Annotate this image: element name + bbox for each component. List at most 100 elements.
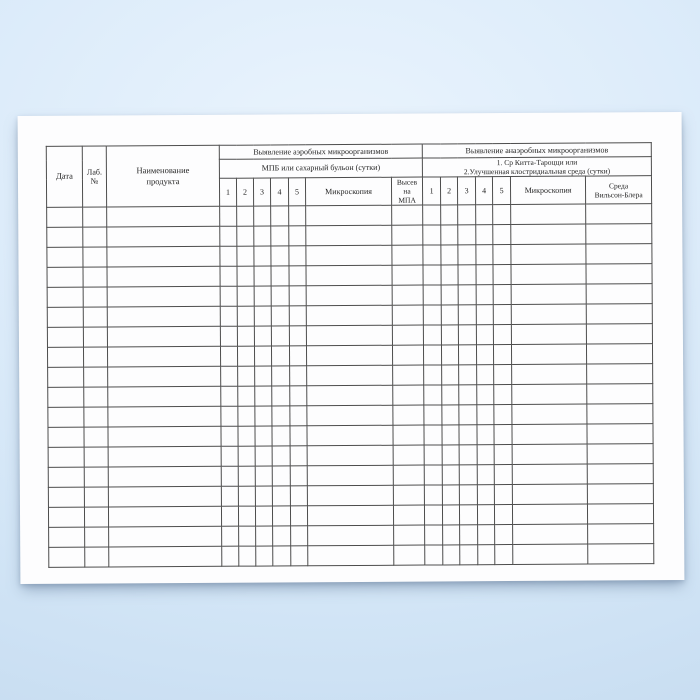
empty-cell [221, 466, 239, 487]
empty-cell [422, 244, 442, 266]
empty-cell [424, 484, 443, 506]
empty-cell [46, 207, 83, 228]
empty-cell [221, 446, 239, 467]
empty-cell [271, 425, 291, 446]
empty-cell [289, 345, 307, 366]
empty-cell [494, 444, 513, 465]
empty-cell [253, 245, 271, 267]
empty-cell [47, 287, 84, 308]
empty-cell [106, 226, 220, 247]
empty-cell [236, 246, 254, 267]
empty-cell [586, 303, 653, 325]
empty-cell [459, 504, 478, 525]
empty-cell [512, 464, 588, 485]
empty-cell [237, 346, 255, 367]
empty-cell [219, 246, 237, 267]
day-col-anaerobic-4: 4 [475, 176, 493, 205]
empty-cell [48, 487, 85, 508]
empty-cell [271, 405, 290, 426]
empty-cell [391, 205, 423, 226]
empty-cell [459, 484, 478, 505]
empty-cell [108, 546, 222, 567]
empty-cell [255, 505, 273, 527]
empty-cell [272, 505, 291, 526]
empty-cell [393, 445, 425, 466]
empty-cell [440, 204, 458, 225]
empty-cell [84, 546, 109, 568]
empty-cell [237, 306, 255, 327]
empty-cell [307, 465, 394, 486]
empty-cell [255, 485, 273, 507]
empty-cell [254, 285, 272, 307]
empty-cell [585, 223, 652, 245]
empty-cell [587, 523, 654, 545]
paper-sheet: Дата Лаб. № Наименование продукта Выявле… [17, 111, 685, 585]
empty-cell [442, 544, 460, 565]
empty-cell [289, 365, 307, 386]
empty-cell [305, 225, 392, 246]
empty-cell [46, 227, 83, 248]
empty-cell [493, 264, 512, 285]
empty-cell [423, 404, 443, 426]
empty-cell [220, 366, 238, 387]
empty-cell [423, 364, 442, 386]
empty-cell [107, 306, 221, 327]
empty-cell [442, 464, 460, 485]
empty-cell [254, 325, 272, 347]
empty-cell [271, 345, 290, 366]
empty-cell [586, 263, 653, 285]
empty-cell [107, 386, 221, 407]
empty-cell [458, 284, 477, 305]
empty-cell [84, 466, 109, 488]
empty-cell [305, 245, 392, 266]
empty-cell [107, 426, 222, 447]
empty-cell [108, 466, 222, 487]
empty-cell [307, 505, 394, 526]
empty-cell [476, 284, 494, 305]
empty-cell [458, 304, 477, 325]
empty-cell [108, 446, 222, 467]
col-aerobic-mpa-plating: Высев на МПА [391, 177, 423, 206]
empty-cell [47, 267, 84, 288]
empty-cell [477, 544, 495, 565]
empty-cell [493, 404, 513, 425]
empty-cell [393, 525, 425, 546]
empty-cell [477, 484, 495, 505]
empty-cell [83, 346, 108, 368]
empty-cell [510, 244, 587, 265]
empty-cell [477, 464, 495, 485]
day-col-anaerobic-1: 1 [422, 176, 441, 206]
subheader-aerobic-medium: МПБ или сахарный бульон (сутки) [219, 158, 423, 179]
empty-cell [586, 363, 653, 385]
empty-cell [494, 524, 513, 545]
empty-cell [108, 526, 222, 547]
empty-cell [511, 264, 587, 285]
empty-cell [494, 544, 513, 565]
empty-cell [442, 524, 460, 545]
empty-cell [391, 245, 424, 266]
empty-cell [493, 384, 512, 405]
empty-cell [254, 425, 273, 447]
empty-cell [272, 445, 291, 466]
empty-cell [84, 446, 109, 468]
empty-cell [48, 467, 85, 488]
empty-cell [238, 486, 256, 507]
empty-cell [221, 506, 239, 527]
empty-cell [493, 344, 512, 365]
empty-cell [290, 545, 308, 566]
empty-cell [290, 485, 308, 506]
empty-cell [306, 405, 393, 426]
empty-cell [270, 225, 289, 246]
empty-cell [423, 264, 442, 286]
empty-cell [494, 484, 513, 505]
empty-cell [510, 204, 586, 225]
empty-cell [289, 325, 307, 346]
empty-cell [441, 304, 459, 325]
empty-cell [512, 444, 588, 465]
empty-cell [220, 386, 238, 407]
empty-cell [511, 284, 587, 305]
empty-cell [440, 224, 458, 245]
empty-cell [477, 504, 495, 525]
empty-cell [393, 505, 425, 526]
empty-cell [476, 384, 494, 405]
